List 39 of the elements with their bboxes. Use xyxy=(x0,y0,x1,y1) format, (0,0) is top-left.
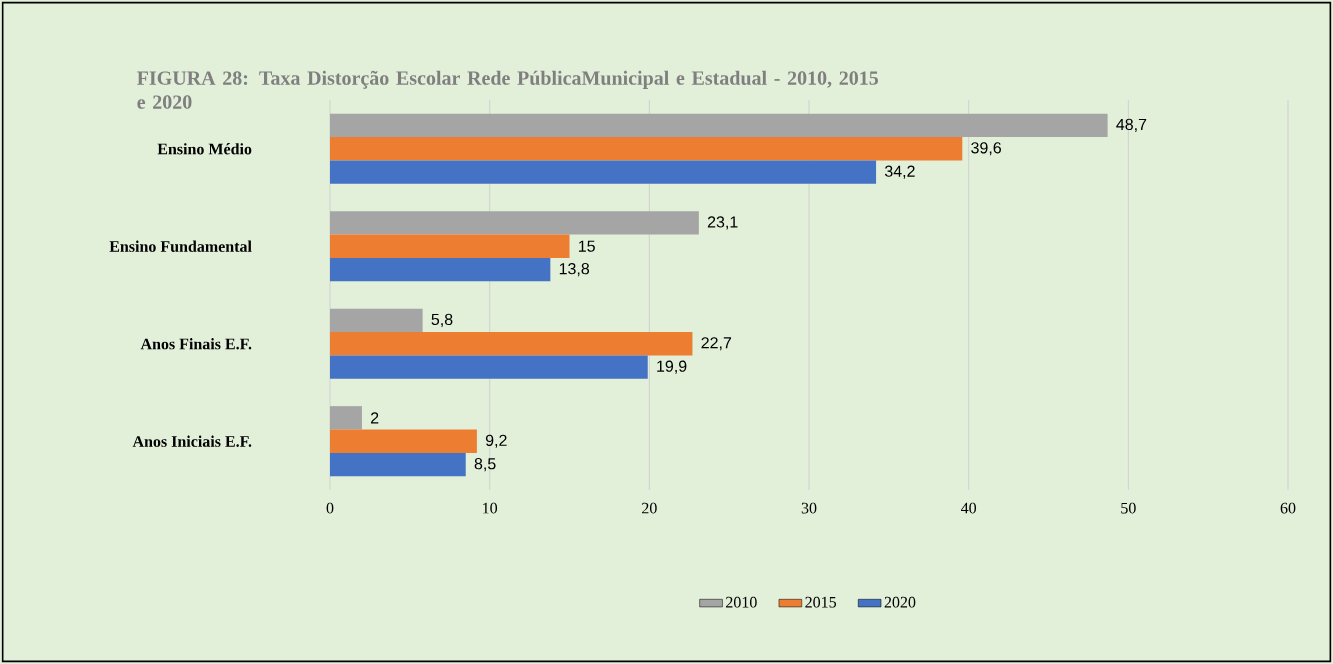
legend-label: 2010 xyxy=(726,596,757,608)
chart-title: FIGURA 28: Taxa Distorção Escolar Rede PúblicaMunicipal e Estadual - 2010, 2015 e 2020 xyxy=(137,70,879,109)
data-label: 15 xyxy=(578,240,595,252)
data-label: 22,7 xyxy=(701,337,732,351)
x-tick-label: 10 xyxy=(483,502,498,514)
data-label: 34,2 xyxy=(884,165,915,179)
bar xyxy=(330,137,963,161)
x-tick-label: 30 xyxy=(801,502,817,514)
x-tick-label: 0 xyxy=(326,502,334,514)
data-label: 39,6 xyxy=(971,142,1001,156)
y-tick-label: Anos Finais E.F. xyxy=(140,338,252,350)
bar xyxy=(330,257,551,282)
x-tick-label: 20 xyxy=(642,502,657,514)
x-tick-label: 60 xyxy=(1280,502,1296,514)
bar xyxy=(330,308,423,333)
data-label: 48,7 xyxy=(1116,118,1147,132)
data-label: 8,5 xyxy=(474,458,496,472)
y-tick-label: Anos Iniciais E.F. xyxy=(132,435,252,447)
data-label: 9,2 xyxy=(485,434,507,448)
y-tick-label: Ensino Fundamental xyxy=(109,240,252,252)
bar xyxy=(330,160,877,184)
bar xyxy=(330,429,477,453)
bar xyxy=(330,234,570,258)
data-label: 2 xyxy=(371,412,379,424)
y-tick-label: Ensino Médio xyxy=(157,143,252,155)
data-label: 13,8 xyxy=(559,263,590,277)
bar xyxy=(330,332,693,356)
bar xyxy=(330,406,362,430)
data-label: 23,1 xyxy=(707,216,738,230)
legend-label: 2015 xyxy=(805,596,837,608)
data-label: 5,8 xyxy=(431,313,453,327)
legend-label: 2020 xyxy=(884,596,916,608)
x-tick-label: 40 xyxy=(960,502,977,514)
bar xyxy=(330,452,466,477)
bar xyxy=(330,113,1108,138)
bar xyxy=(330,211,699,235)
data-label: 19,9 xyxy=(657,360,687,374)
bar xyxy=(330,355,648,379)
x-tick-label: 50 xyxy=(1121,502,1136,514)
